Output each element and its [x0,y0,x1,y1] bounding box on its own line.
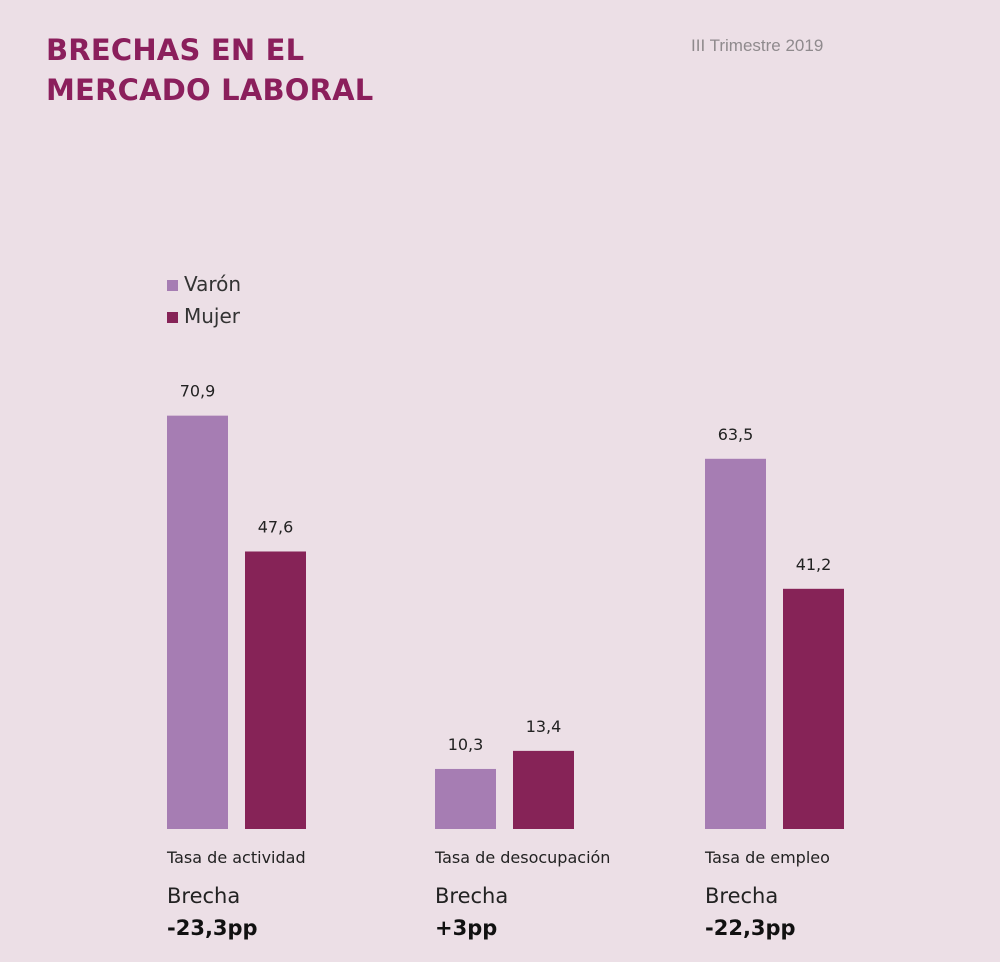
bar-mujer-empleo [783,588,844,829]
chart-title-line-1: BRECHAS EN EL [46,33,305,67]
gap-title-desocupacion: Brecha [435,884,509,908]
gap-value-desocupacion: +3pp [435,916,498,940]
bar-mujer-desocupacion [513,750,574,829]
category-label-actividad: Tasa de actividad [167,848,306,867]
bar-varon-desocupacion [435,768,496,829]
chart-subtitle: III Trimestre 2019 [691,36,824,55]
data-label-varon-actividad: 70,9 [180,382,216,401]
gap-value-actividad: -23,3pp [167,916,258,940]
legend-item-varon: Varón [167,268,241,300]
data-label-mujer-desocupacion: 13,4 [526,717,562,736]
legend-label-mujer: Mujer [184,304,241,328]
bar-varon-actividad [167,415,228,829]
data-label-mujer-actividad: 47,6 [258,517,294,536]
legend-swatch-varon [167,280,178,291]
data-label-varon-empleo: 63,5 [718,425,754,444]
chart-title: BRECHAS EN EL MERCADO LABORAL [46,30,373,110]
category-label-desocupacion: Tasa de desocupación [435,848,611,867]
legend-swatch-mujer [167,312,178,323]
gap-title-empleo: Brecha [705,884,779,908]
data-label-varon-desocupacion: 10,3 [448,735,484,754]
legend: Varón Mujer [167,268,241,332]
category-label-empleo: Tasa de empleo [705,848,830,867]
gap-value-empleo: -22,3pp [705,916,796,940]
chart-title-line-2: MERCADO LABORAL [46,73,374,107]
legend-label-varon: Varón [184,272,242,296]
legend-item-mujer: Mujer [167,300,241,332]
bar-mujer-actividad [245,551,306,829]
data-label-mujer-empleo: 41,2 [796,555,832,574]
gap-title-actividad: Brecha [167,884,241,908]
bar-varon-empleo [705,458,766,829]
